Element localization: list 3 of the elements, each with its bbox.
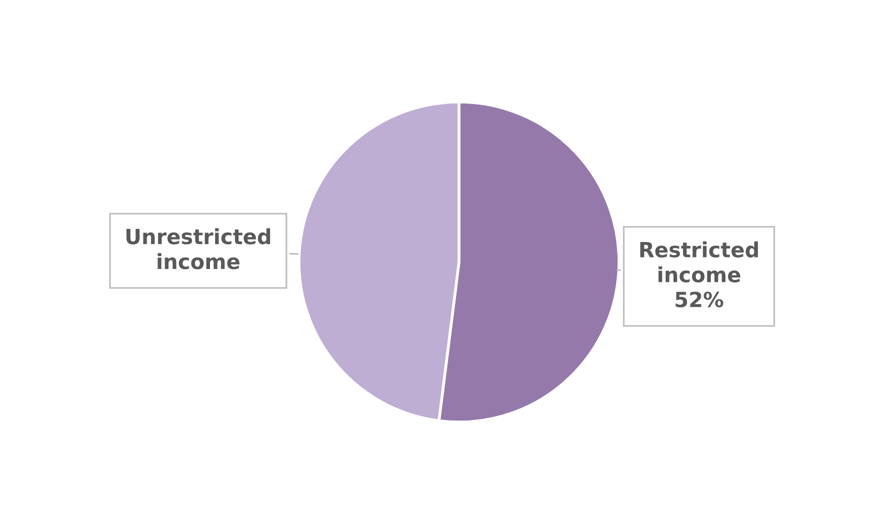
- slice-label: Restricted income: [640, 241, 758, 282]
- data-label: 52%: [676, 292, 724, 308]
- slice-label: Unrestricted income: [126, 228, 270, 270]
